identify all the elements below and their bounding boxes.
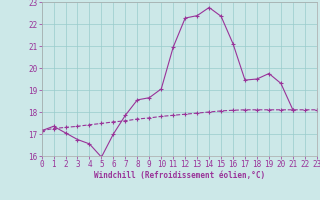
- X-axis label: Windchill (Refroidissement éolien,°C): Windchill (Refroidissement éolien,°C): [94, 171, 265, 180]
